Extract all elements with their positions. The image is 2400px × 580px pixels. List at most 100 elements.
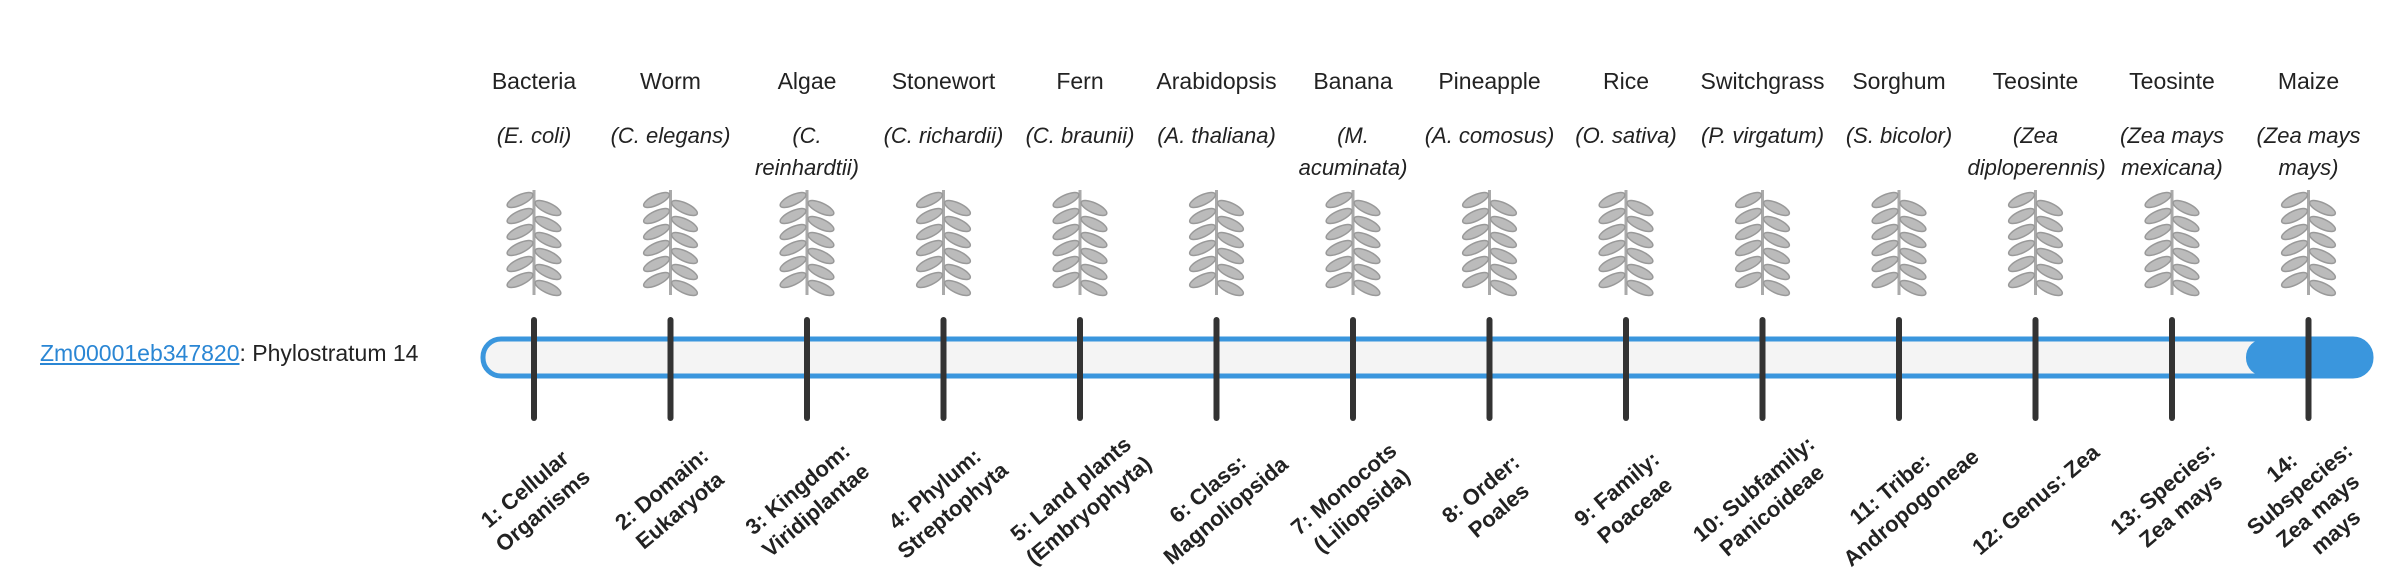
icon-leaf — [1871, 223, 1899, 241]
icon-leaf — [2172, 199, 2200, 217]
icon-leaf — [1216, 231, 1245, 249]
icon-leaf — [1626, 215, 1654, 233]
icon-leaf — [807, 279, 835, 297]
icon-leaf — [2007, 239, 2036, 257]
icon-leaf — [1080, 247, 1108, 265]
icon-leaf — [2280, 255, 2309, 273]
icon-leaf — [915, 255, 944, 273]
icon-leaf — [1325, 207, 1353, 225]
species-name: (S. bicolor) — [1845, 123, 1953, 148]
icon-leaf — [1461, 255, 1490, 273]
icon-leaf — [1762, 263, 1791, 281]
illustration — [1871, 190, 1927, 297]
icon-leaf — [1489, 279, 1518, 297]
species-name: (Zea mays mexicana) — [2120, 123, 2224, 180]
icon-leaf — [1734, 239, 1763, 257]
icon-leaf — [2144, 271, 2172, 289]
ticks — [531, 317, 2312, 421]
icon-leaf — [2144, 239, 2172, 257]
icon-leaf — [779, 191, 807, 209]
icon-leaf — [1762, 215, 1791, 233]
icon-leaf — [1489, 247, 1518, 265]
icon-leaf — [779, 255, 807, 273]
icon-leaf — [2007, 255, 2036, 273]
gene-stratum: : Phylostratum 14 — [239, 340, 419, 366]
icon-leaf — [2280, 191, 2309, 209]
icon-leaf — [2308, 215, 2337, 233]
illustration — [1734, 190, 1791, 297]
icon-leaf — [1188, 191, 1217, 209]
illustration — [1598, 190, 1654, 297]
icon-leaf — [1080, 279, 1108, 297]
icon-leaf — [943, 247, 972, 265]
icon-leaf — [1734, 223, 1763, 241]
icon-leaf — [1353, 247, 1381, 265]
icon-leaf — [1052, 271, 1080, 289]
icon-leaf — [1052, 239, 1080, 257]
icon-leaf — [1598, 255, 1626, 273]
icon-leaf — [2035, 231, 2064, 249]
icon-leaf — [2172, 247, 2200, 265]
icon-leaf — [1626, 199, 1654, 217]
icon-leaf — [2308, 263, 2337, 281]
icon-leaf — [2007, 271, 2036, 289]
icon-leaf — [1626, 279, 1654, 297]
illustration — [2144, 190, 2200, 297]
icon-leaf — [642, 255, 671, 273]
icon-leaf — [2144, 191, 2172, 209]
icon-leaf — [1188, 223, 1217, 241]
icon-leaf — [506, 271, 534, 289]
species-name: (O. sativa) — [1575, 123, 1677, 148]
species-name: (A. thaliana) — [1157, 123, 1276, 148]
icon-leaf — [1216, 215, 1245, 233]
icon-leaf — [1188, 207, 1217, 225]
icon-leaf — [1080, 199, 1108, 217]
illustration — [1052, 190, 1108, 297]
icon-leaf — [1598, 223, 1626, 241]
icon-leaf — [2172, 215, 2200, 233]
icon-leaf — [506, 207, 534, 225]
icon-leaf — [642, 207, 671, 225]
icon-leaf — [2144, 255, 2172, 273]
icon-leaf — [1325, 223, 1353, 241]
species-name: (A. comosus) — [1424, 123, 1555, 148]
organism-name: Teosinte — [1992, 68, 2079, 94]
icon-leaf — [1052, 255, 1080, 273]
icon-leaf — [670, 215, 699, 233]
icon-leaf — [2172, 263, 2200, 281]
illustration — [2280, 190, 2337, 297]
icon-leaf — [779, 271, 807, 289]
icon-leaf — [2308, 279, 2337, 297]
illustration — [1188, 190, 1245, 297]
icon-leaf — [2280, 271, 2309, 289]
species-name: (C. richardii) — [883, 123, 1004, 148]
organism-name: Stonewort — [891, 68, 996, 94]
icon-leaf — [915, 271, 944, 289]
icon-leaf — [1762, 279, 1791, 297]
icon-leaf — [670, 199, 699, 217]
gene-label: Zm00001eb347820: Phylostratum 14 — [40, 340, 418, 367]
organism-name: Bacteria — [491, 68, 577, 94]
icon-leaf — [534, 247, 562, 265]
icon-leaf — [506, 255, 534, 273]
illustration — [2007, 190, 2064, 297]
gene-link[interactable]: Zm00001eb347820 — [40, 340, 240, 366]
icon-leaf — [807, 199, 835, 217]
icon-leaf — [534, 231, 562, 249]
icon-leaf — [779, 223, 807, 241]
icon-leaf — [2172, 231, 2200, 249]
icon-leaf — [2144, 207, 2172, 225]
icon-leaf — [2172, 279, 2200, 297]
species-name: (Zea mays mays) — [2256, 123, 2361, 180]
icon-leaf — [1052, 191, 1080, 209]
organism-name: Pineapple — [1438, 68, 1541, 94]
icon-leaf — [534, 199, 562, 217]
icon-leaf — [779, 207, 807, 225]
icon-leaf — [1489, 231, 1518, 249]
illustration — [1325, 190, 1381, 297]
icon-leaf — [943, 215, 972, 233]
icon-leaf — [1216, 247, 1245, 265]
organism-name: Sorghum — [1852, 68, 1946, 94]
icon-leaf — [2308, 247, 2337, 265]
